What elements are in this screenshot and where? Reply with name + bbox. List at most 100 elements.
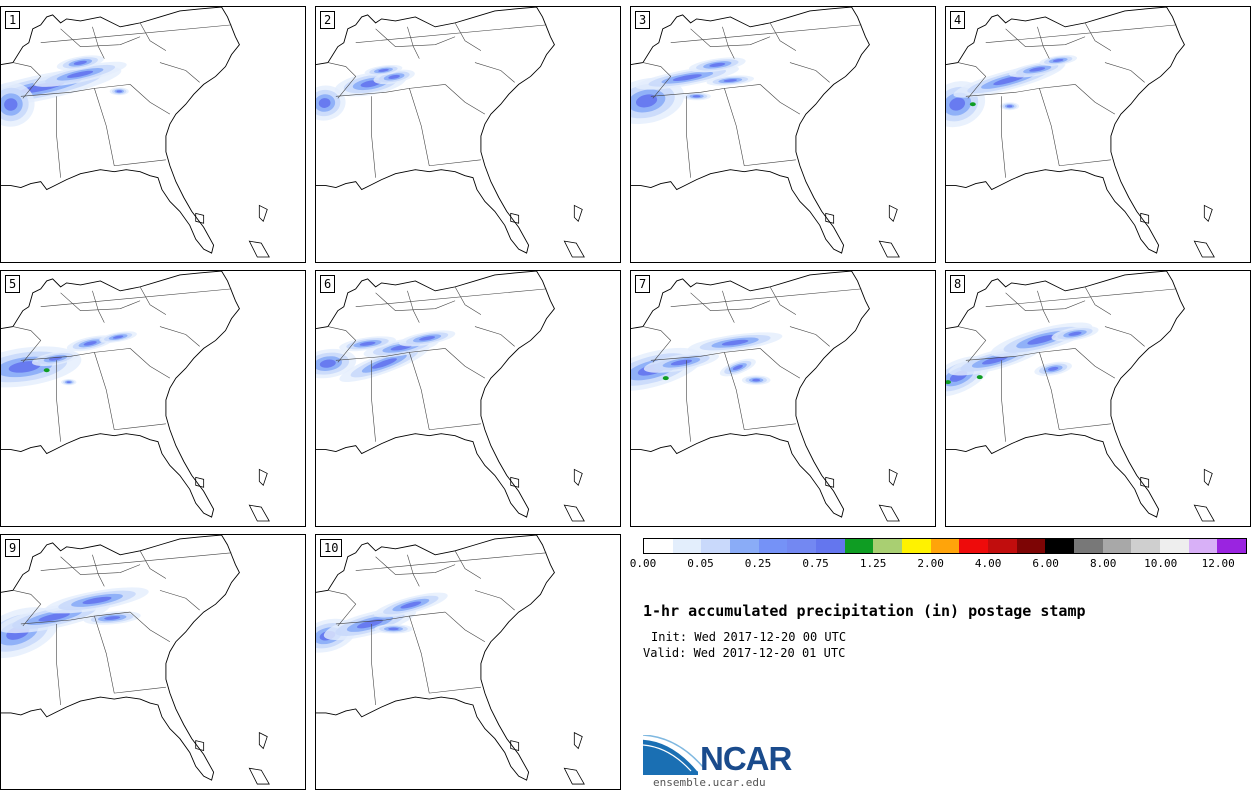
- state-border: [409, 352, 429, 429]
- panel-number: 2: [320, 11, 335, 29]
- state-border: [41, 25, 232, 43]
- island-outline: [564, 768, 584, 784]
- state-border: [1059, 424, 1111, 430]
- island-outline: [889, 469, 897, 485]
- state-border: [92, 27, 104, 59]
- colorbar-tick-label: 0.00: [630, 557, 657, 570]
- island-outline: [259, 205, 267, 221]
- state-border: [1002, 360, 1006, 441]
- colorbar-cell: [988, 539, 1017, 553]
- precip-contour: [388, 628, 399, 631]
- state-border: [760, 348, 800, 378]
- colorbar-cell: [873, 539, 902, 553]
- state-border: [92, 555, 104, 587]
- state-border: [429, 424, 481, 430]
- colorbar-tick-label: 6.00: [1032, 557, 1059, 570]
- colorbar-cell: [701, 539, 730, 553]
- state-border: [691, 293, 770, 311]
- state-border: [114, 687, 166, 693]
- state-border: [376, 557, 455, 575]
- state-border: [687, 96, 691, 177]
- precip-field: [316, 327, 456, 389]
- colorbar-cell: [1074, 539, 1103, 553]
- state-border: [760, 84, 800, 114]
- precip-contour: [117, 90, 122, 92]
- state-border: [429, 160, 481, 166]
- precip-field: [1, 329, 138, 394]
- state-border: [1075, 348, 1115, 378]
- state-border: [1037, 27, 1049, 59]
- precip-map: [631, 271, 935, 526]
- state-border: [445, 612, 485, 642]
- island-outline: [1204, 205, 1212, 221]
- precip-map: [316, 271, 620, 526]
- state-border: [790, 63, 830, 83]
- state-border: [986, 289, 1177, 307]
- ensemble-member-panel: 1: [0, 6, 306, 263]
- colorbar-cell: [931, 539, 960, 553]
- heavy-precip-spot: [977, 375, 983, 379]
- ensemble-member-panel: 2: [315, 6, 621, 263]
- state-border: [356, 289, 547, 307]
- island-outline: [574, 469, 582, 485]
- island-outline: [1194, 241, 1214, 257]
- precip-field: [631, 328, 783, 400]
- island-outline: [574, 205, 582, 221]
- island-outline: [1194, 505, 1214, 521]
- ensemble-member-panel: 5: [0, 270, 306, 527]
- state-border: [770, 287, 796, 315]
- precip-contour: [752, 379, 760, 382]
- state-border: [140, 287, 166, 315]
- state-border: [407, 27, 419, 59]
- precip-map: [316, 535, 620, 789]
- colorbar-cell: [902, 539, 931, 553]
- precip-field: [316, 588, 450, 659]
- precip-map: [316, 7, 620, 262]
- ensemble-member-panel: 3: [630, 6, 936, 263]
- heavy-precip-spot: [663, 376, 669, 380]
- precip-map: [946, 271, 1250, 526]
- precip-map: [631, 7, 935, 262]
- precip-contour: [1007, 105, 1012, 107]
- colorbar-cell: [816, 539, 845, 553]
- island-outline: [889, 205, 897, 221]
- state-border: [160, 63, 200, 83]
- state-border: [61, 29, 140, 47]
- state-border: [407, 555, 419, 587]
- island-outline: [1204, 469, 1212, 485]
- state-border: [407, 291, 419, 323]
- precip-contour: [67, 381, 71, 383]
- island-outline: [249, 505, 269, 521]
- precip-map: [1, 271, 305, 526]
- state-border: [61, 557, 140, 575]
- state-border: [130, 348, 170, 378]
- state-border: [445, 84, 485, 114]
- state-border: [376, 293, 455, 311]
- state-border: [1039, 88, 1059, 165]
- state-border: [455, 23, 481, 51]
- colorbar-cell: [1160, 539, 1189, 553]
- ensemble-member-panel: 10: [315, 534, 621, 790]
- state-border: [770, 23, 796, 51]
- ncar-logo-text: NCAR: [700, 742, 791, 775]
- state-border: [140, 551, 166, 579]
- state-border: [130, 84, 170, 114]
- precip-field: [946, 53, 1078, 135]
- island-outline: [259, 733, 267, 749]
- state-border: [376, 29, 455, 47]
- valid-time: Valid: Wed 2017-12-20 01 UTC: [643, 646, 845, 660]
- panel-number: 10: [320, 539, 342, 557]
- colorbar-tick-labels: 0.00 0.05 0.25 0.75 1.25 2.00 4.00 6.00 8.00 10.0…: [643, 557, 1247, 571]
- state-border: [160, 590, 200, 610]
- state-border: [671, 25, 862, 43]
- colorbar-cell: [644, 539, 673, 553]
- state-border: [57, 624, 61, 705]
- colorbar-cell: [1131, 539, 1160, 553]
- panel-number: 1: [5, 11, 20, 29]
- colorbar-cell: [1045, 539, 1074, 553]
- island-outline: [259, 469, 267, 485]
- colorbar-tick-label: 2.00: [917, 557, 944, 570]
- state-border: [57, 96, 61, 177]
- state-border: [1075, 84, 1115, 114]
- island-outline: [249, 768, 269, 784]
